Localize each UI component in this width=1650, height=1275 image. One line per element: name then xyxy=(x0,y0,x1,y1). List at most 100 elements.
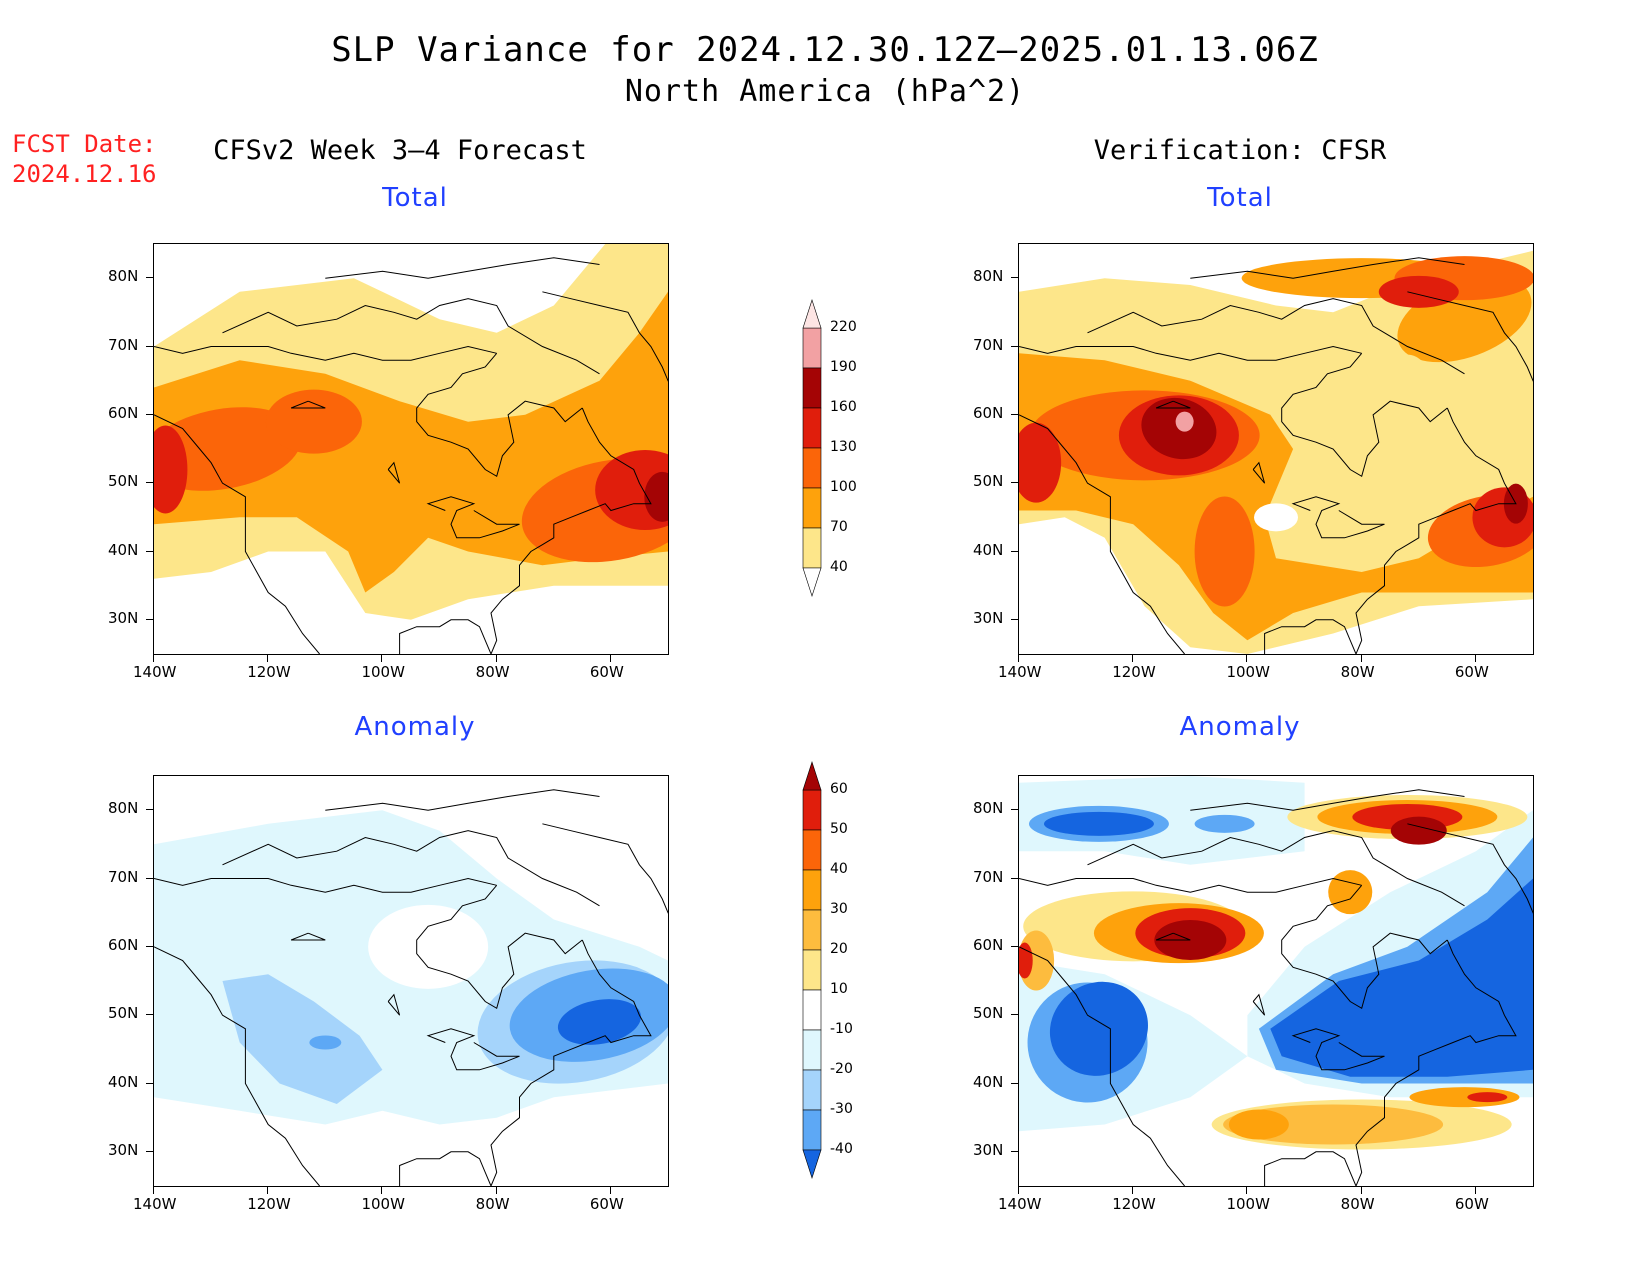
coastline-segment xyxy=(1190,257,1465,279)
forecast-total-title: Total xyxy=(382,183,448,213)
lat-tick xyxy=(146,618,154,620)
lon-tick xyxy=(1360,1186,1362,1194)
shade-100 xyxy=(1194,496,1255,607)
shade-pos30 xyxy=(1328,870,1373,915)
colorbar-tick-label: 40 xyxy=(830,559,848,575)
coastline-segment xyxy=(1087,298,1465,375)
shade-neg40 xyxy=(1270,878,1533,1077)
colorbar-swatch xyxy=(802,487,822,529)
lat-tick xyxy=(1011,618,1019,620)
shade-neg20 xyxy=(222,974,383,1104)
colorbar-tick-label: -20 xyxy=(830,1061,853,1077)
lat-tick xyxy=(1011,945,1019,947)
lat-tick-label: 60N xyxy=(108,403,139,422)
coastline-segment xyxy=(1019,345,1362,361)
lon-tick xyxy=(381,1186,383,1194)
lon-tick-label: 120W xyxy=(247,1195,291,1213)
shade-neg40 xyxy=(1049,981,1148,1076)
lat-tick xyxy=(146,1014,154,1016)
lat-tick-label: 50N xyxy=(973,472,1004,491)
fcst-date-label: FCST Date: xyxy=(12,130,157,158)
lat-tick-label: 60N xyxy=(108,935,139,954)
coastline-segment xyxy=(542,291,668,382)
coastline-segment xyxy=(1019,414,1185,654)
colorbar-tick-label: -40 xyxy=(830,1141,853,1157)
lon-tick xyxy=(609,654,611,662)
verification-column-title: Verification: CFSR xyxy=(1093,135,1387,166)
coastline-segment xyxy=(154,345,497,361)
coastline-segment xyxy=(1264,619,1357,654)
colorbar-swatch xyxy=(802,829,822,871)
coastline-segment xyxy=(399,1151,492,1186)
coastline-segment xyxy=(426,1028,520,1071)
colorbar-swatch xyxy=(802,949,822,991)
lon-tick xyxy=(1132,1186,1134,1194)
shade-130 xyxy=(154,425,188,514)
forecast-column-title: CFSv2 Week 3–4 Forecast xyxy=(213,135,587,166)
lon-tick xyxy=(495,654,497,662)
lon-tick-label: 100W xyxy=(1226,1195,1270,1213)
forecast-anomaly-map xyxy=(154,789,668,1186)
verification-anomaly-map xyxy=(1019,776,1533,1186)
lon-tick-label: 140W xyxy=(998,663,1042,681)
lat-tick-label: 70N xyxy=(973,867,1004,886)
verification-anomaly-panel xyxy=(1018,775,1534,1187)
colorbar-bottom-triangle xyxy=(802,567,822,597)
lon-tick-label: 100W xyxy=(361,663,405,681)
lat-tick-label: 30N xyxy=(973,608,1004,627)
coastline xyxy=(154,789,668,1186)
lat-tick xyxy=(1011,413,1019,415)
coastline-segment xyxy=(154,946,320,1186)
coastline-segment xyxy=(490,939,652,1186)
lat-tick xyxy=(146,1150,154,1152)
lat-tick-label: 50N xyxy=(108,472,139,491)
lon-tick-label: 60W xyxy=(589,663,624,681)
coastline-segment xyxy=(387,993,401,1016)
lon-tick-label: 120W xyxy=(1112,1195,1156,1213)
shade-neg30 xyxy=(309,1035,342,1050)
lon-tick xyxy=(267,1186,269,1194)
lon-tick-label: 120W xyxy=(1112,663,1156,681)
forecast-anomaly-title: Anomaly xyxy=(354,712,476,742)
colorbar-swatch xyxy=(802,869,822,911)
shade-130 xyxy=(1019,422,1062,503)
lon-tick xyxy=(153,1186,154,1194)
colorbar-swatch xyxy=(802,447,822,489)
figure-subtitle: North America (hPa^2) xyxy=(624,74,1026,109)
coastline-segment xyxy=(416,884,583,1010)
coastline-segment xyxy=(1291,496,1385,539)
verification-total-map xyxy=(1019,250,1533,654)
colorbar-tick-label: 60 xyxy=(830,781,848,797)
lat-tick-label: 70N xyxy=(108,335,139,354)
coastline-segment xyxy=(290,932,326,941)
lon-tick-label: 100W xyxy=(361,1195,405,1213)
shade-pos60 xyxy=(1390,816,1447,845)
colorbar-tick-label: 50 xyxy=(830,821,848,837)
colorbar-swatch xyxy=(802,789,822,831)
total-colorbar xyxy=(802,299,822,597)
coastline-segment xyxy=(542,823,668,914)
coastline-segment xyxy=(1281,884,1448,1010)
lat-tick xyxy=(146,482,154,484)
coastline-segment xyxy=(1407,291,1533,382)
lon-tick-label: 80W xyxy=(475,663,510,681)
shade-white xyxy=(368,904,489,989)
lat-tick xyxy=(1011,277,1019,279)
verification-total-panel xyxy=(1018,243,1534,655)
fcst-date-value: 2024.12.16 xyxy=(12,160,157,188)
lat-tick-label: 70N xyxy=(973,335,1004,354)
anomaly-colorbar xyxy=(802,761,822,1179)
lat-tick xyxy=(146,413,154,415)
lon-tick-label: 80W xyxy=(1340,1195,1375,1213)
lat-tick-label: 40N xyxy=(973,540,1004,559)
lat-tick xyxy=(146,1082,154,1084)
shade-neg40 xyxy=(557,999,642,1045)
colorbar-swatch xyxy=(802,527,822,569)
lat-tick-label: 50N xyxy=(973,1004,1004,1023)
coastline-segment xyxy=(416,352,583,478)
coastline-segment xyxy=(1087,830,1465,907)
lon-tick xyxy=(1246,1186,1248,1194)
lat-tick-label: 40N xyxy=(973,1072,1004,1091)
colorbar-top-triangle xyxy=(802,761,822,791)
